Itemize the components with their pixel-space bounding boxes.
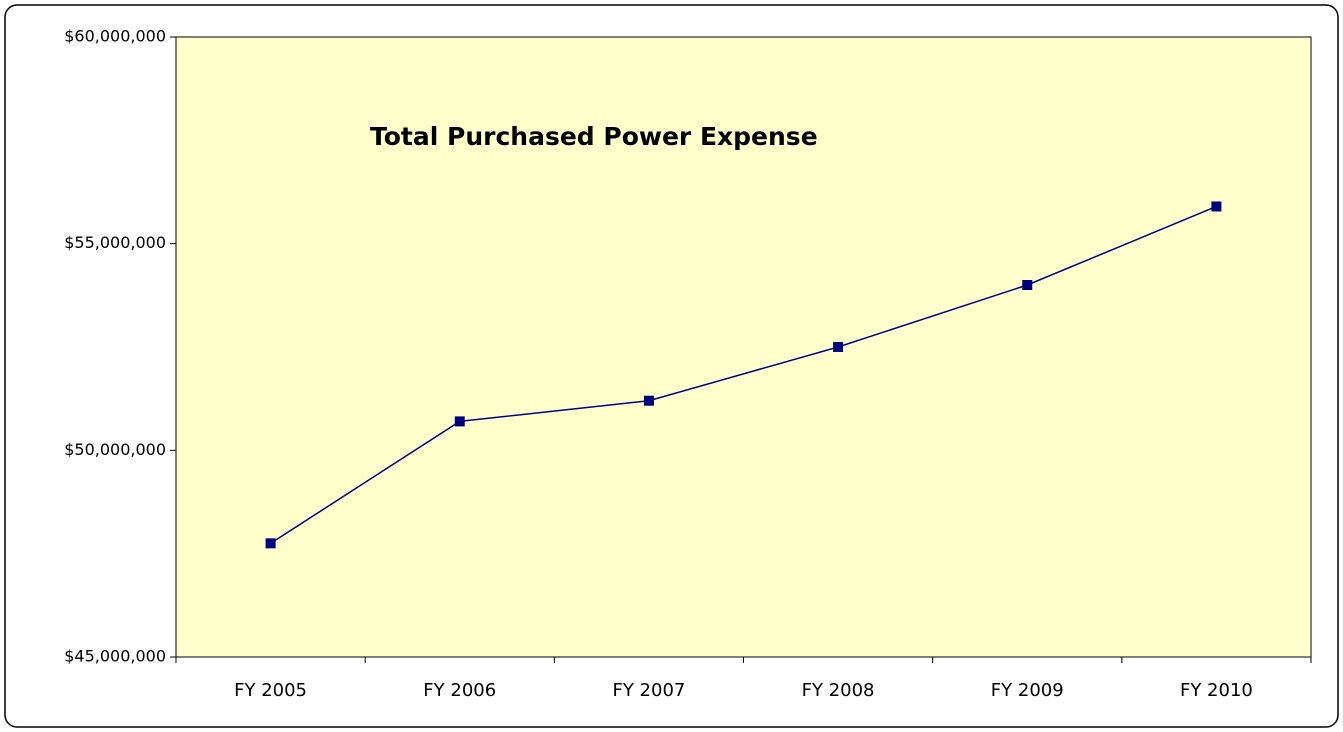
point-marker	[454, 416, 465, 427]
y-tick-label: $60,000,000	[64, 27, 166, 46]
x-tick-label: FY 2010	[1180, 680, 1253, 701]
point-marker	[265, 538, 276, 549]
chart-title: Total Purchased Power Expense	[370, 122, 818, 151]
point-marker	[1022, 280, 1033, 290]
point-marker	[643, 395, 654, 406]
y-tick-label: $55,000,000	[64, 233, 166, 252]
point-marker	[1211, 201, 1222, 212]
x-tick-label: FY 2006	[423, 680, 496, 701]
point-marker	[833, 342, 844, 352]
plot-area	[175, 36, 1312, 658]
x-tick-label: FY 2005	[234, 680, 307, 701]
x-tick-label: FY 2007	[612, 680, 685, 701]
series-line	[270, 205, 1217, 544]
x-tick-label: FY 2009	[991, 680, 1064, 701]
y-tick-label: $50,000,000	[64, 440, 166, 459]
y-tick-label: $45,000,000	[64, 647, 166, 666]
x-tick-label: FY 2008	[802, 680, 875, 701]
